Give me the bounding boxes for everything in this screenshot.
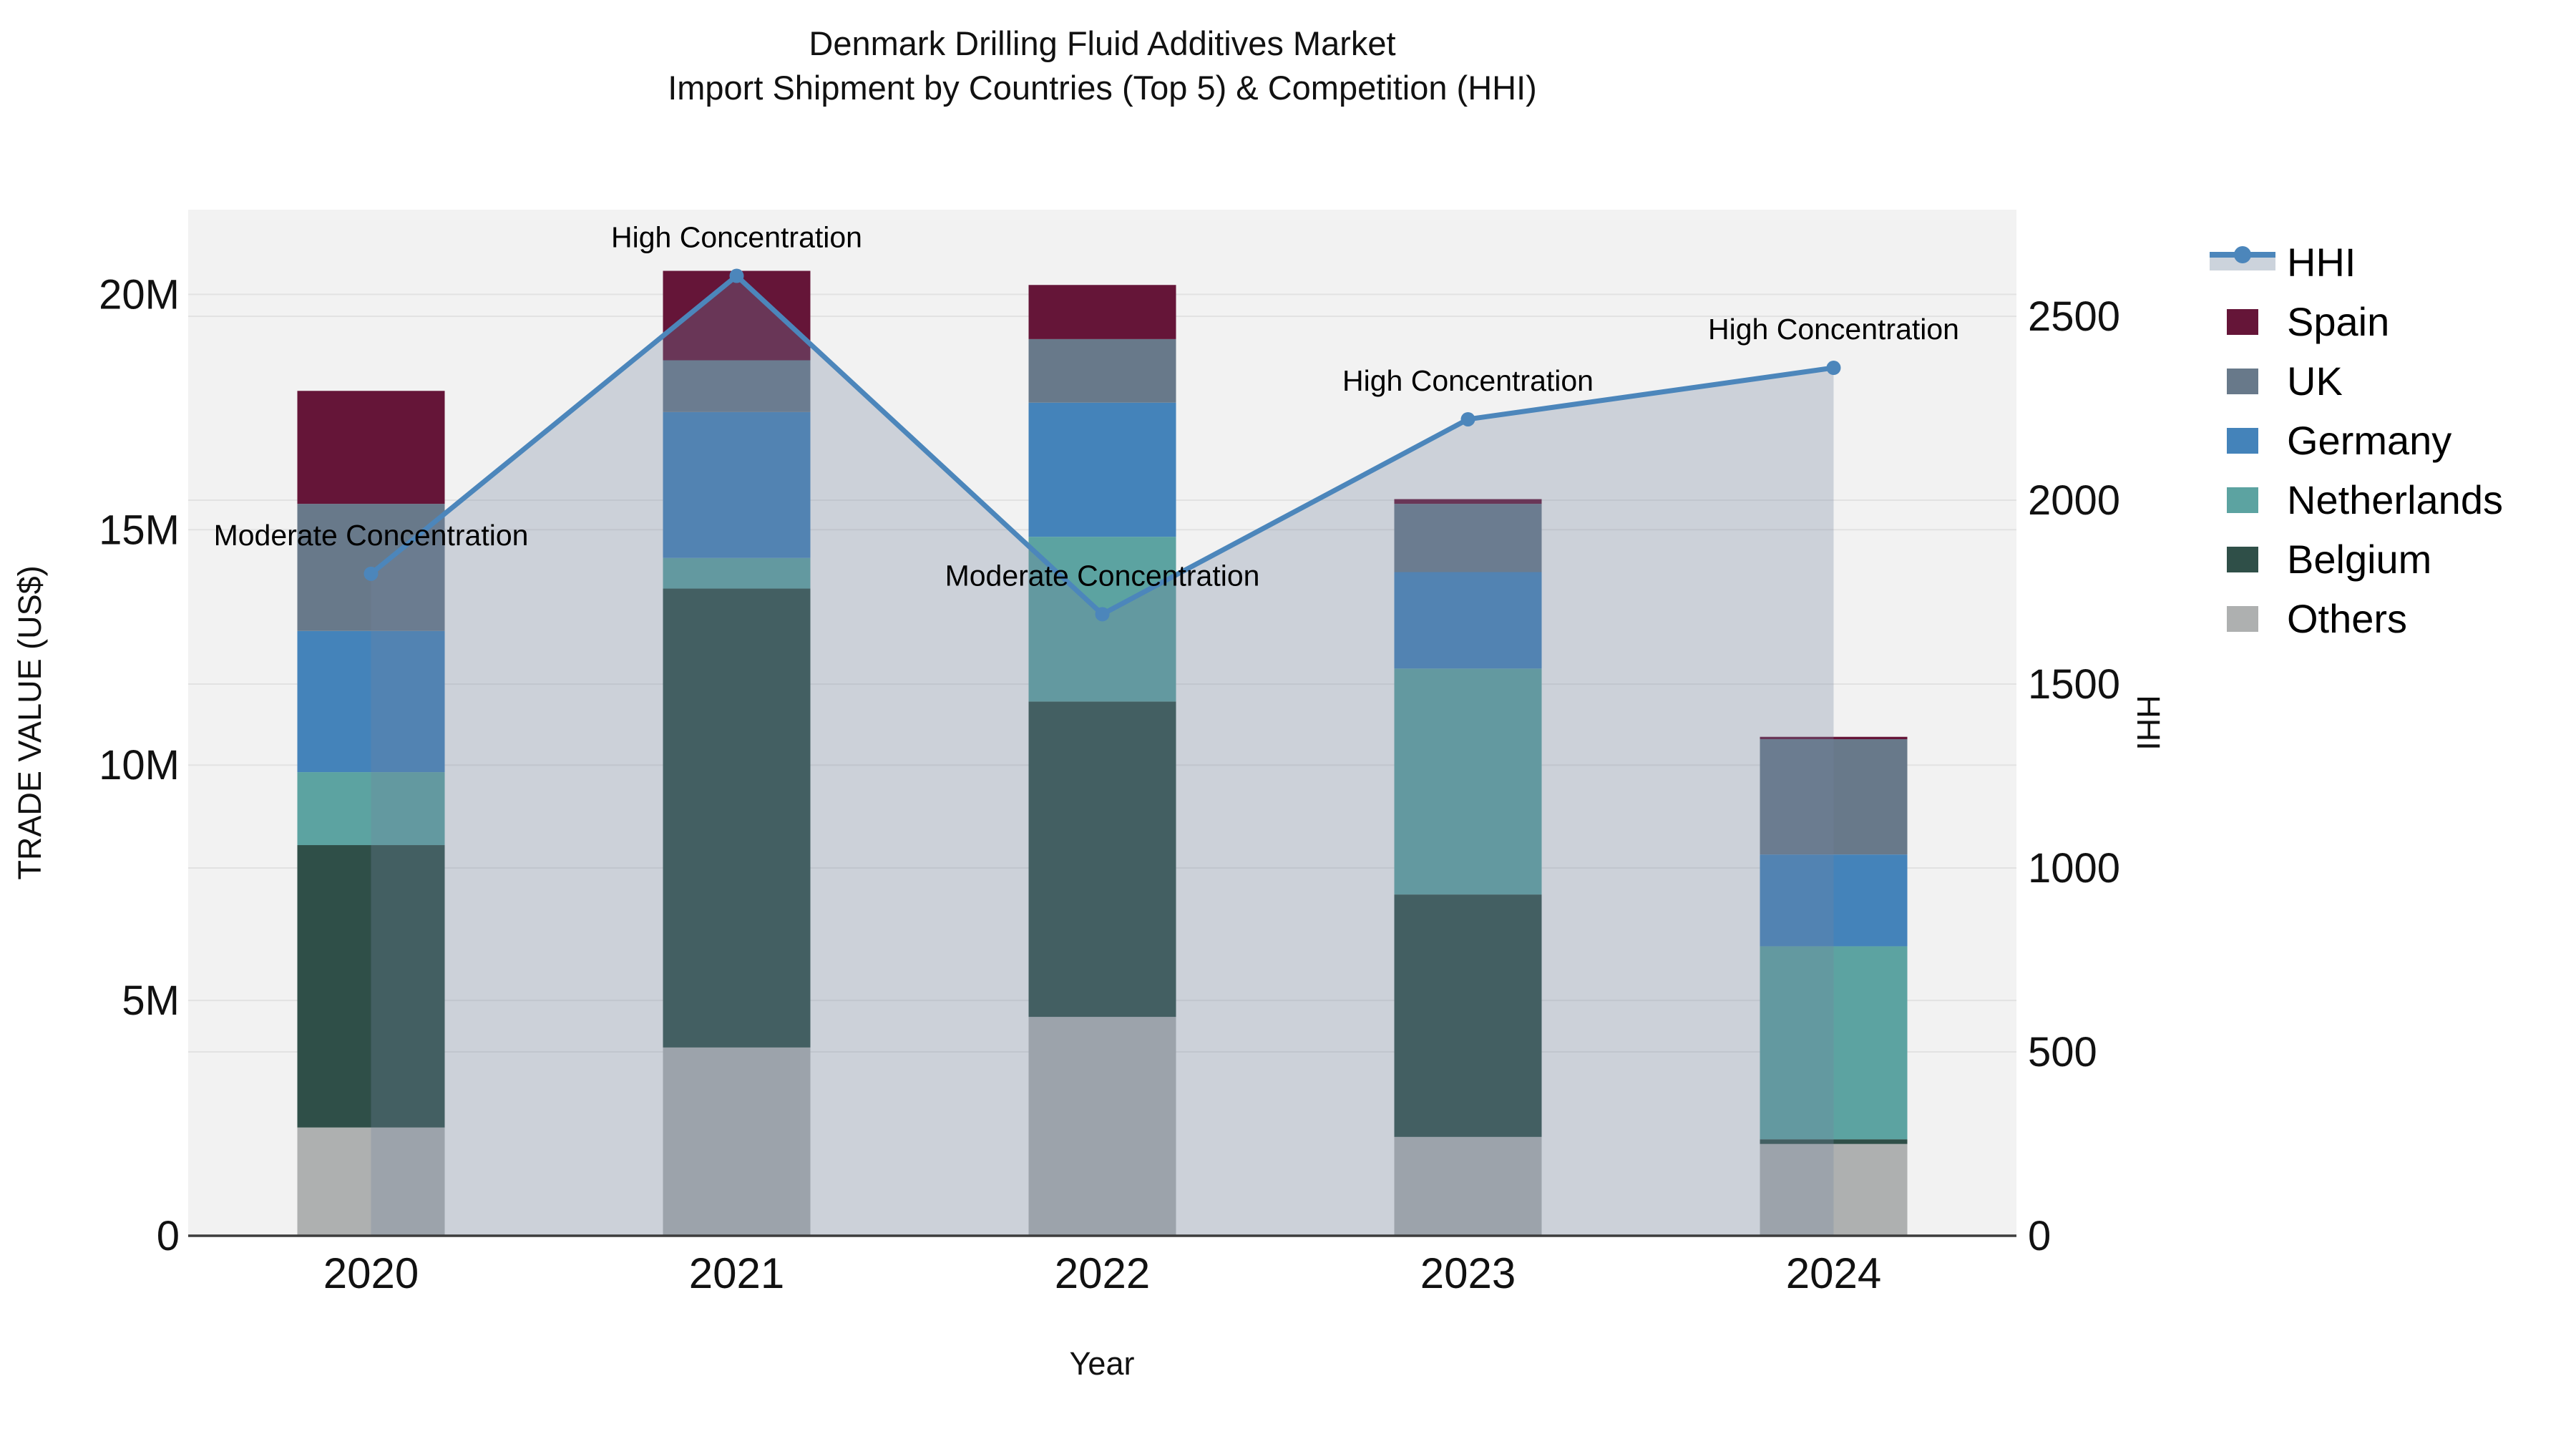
hhi-marker-2021 <box>729 268 744 283</box>
bar-2023-spain <box>1394 499 1542 504</box>
legend-label: HHI <box>2287 240 2356 285</box>
bar-2023-belgium <box>1394 894 1542 1137</box>
uk-color-swatch-icon <box>2210 368 2275 394</box>
legend-item-hhi: HHI <box>2210 233 2503 292</box>
y-right-tick-2000: 2000 <box>2028 477 2120 524</box>
bar-2023-germany <box>1394 572 1542 669</box>
hhi-area <box>371 275 1834 1236</box>
hhi-line-swatch-icon <box>2210 245 2275 270</box>
legend-item-uk: UK <box>2210 351 2503 411</box>
bar-2022-belgium <box>1028 701 1176 1018</box>
hhi-marker-2023 <box>1460 411 1475 426</box>
x-tick-2024: 2024 <box>1786 1249 1881 1297</box>
bar-2024-others <box>1760 1143 1908 1236</box>
bar-2021-uk <box>663 360 811 412</box>
chart-title-line2: Import Shipment by Countries (Top 5) & C… <box>668 69 1537 107</box>
chart-title: Denmark Drilling Fluid Additives Market … <box>188 21 2016 110</box>
bar-2020-netherlands <box>297 772 445 846</box>
annotation-2020: Moderate Concentration <box>214 519 529 552</box>
y-left-tick-0: 0 <box>157 1213 180 1259</box>
bar-2024-netherlands <box>1760 946 1908 1140</box>
legend-item-spain: Spain <box>2210 292 2503 351</box>
legend-label: UK <box>2287 358 2343 404</box>
legend-item-netherlands: Netherlands <box>2210 470 2503 530</box>
bar-2023-netherlands <box>1394 668 1542 895</box>
y-axis-title-right: HHI <box>2130 695 2167 751</box>
germany-color-swatch-icon <box>2210 427 2275 454</box>
x-tick-2023: 2023 <box>1420 1249 1516 1297</box>
belgium-color-swatch-icon <box>2210 546 2275 572</box>
y-right-tick-1500: 1500 <box>2028 661 2120 708</box>
bar-2024-germany <box>1760 854 1908 947</box>
annotation-2021: High Concentration <box>611 221 862 254</box>
x-tick-2021: 2021 <box>689 1249 784 1297</box>
legend-item-belgium: Belgium <box>2210 530 2503 589</box>
spain-color-swatch-icon <box>2210 308 2275 335</box>
annotation-2024: High Concentration <box>1708 313 1959 346</box>
annotation-2023: High Concentration <box>1342 364 1594 397</box>
y-right-tick-0: 0 <box>2028 1213 2051 1259</box>
legend: HHI Spain UK Germany Netherlands Belgium Other… <box>2210 233 2503 648</box>
bar-2022-germany <box>1028 402 1176 537</box>
y-left-tick-20M: 20M <box>99 271 180 318</box>
bar-2022-uk <box>1028 338 1176 403</box>
y-axis-title-left: TRADE VALUE (US$) <box>11 565 48 880</box>
bar-2020-belgium <box>297 845 445 1128</box>
y-right-tick-500: 500 <box>2028 1029 2097 1075</box>
bar-2022-others <box>1028 1017 1176 1236</box>
y-left-tick-15M: 15M <box>99 507 180 553</box>
legend-label: Spain <box>2287 299 2390 344</box>
y-right-tick-1000: 1000 <box>2028 845 2120 892</box>
legend-label: Belgium <box>2287 537 2432 582</box>
legend-label: Germany <box>2287 418 2452 463</box>
legend-label: Netherlands <box>2287 477 2503 522</box>
hhi-marker-2020 <box>364 566 379 581</box>
legend-label: Others <box>2287 596 2408 641</box>
bar-2024-belgium <box>1760 1139 1908 1144</box>
y-left-tick-10M: 10M <box>99 742 180 789</box>
bar-2023-uk <box>1394 504 1542 572</box>
x-axis-title: Year <box>1069 1345 1135 1382</box>
y-left-tick-5M: 5M <box>122 977 180 1024</box>
annotation-2022: Moderate Concentration <box>945 559 1260 592</box>
bar-2020-germany <box>297 630 445 773</box>
x-tick-2022: 2022 <box>1055 1249 1150 1297</box>
bar-2021-netherlands <box>663 557 811 589</box>
x-tick-2020: 2020 <box>323 1249 419 1297</box>
bar-2022-spain <box>1028 285 1176 339</box>
y-right-tick-2500: 2500 <box>2028 293 2120 340</box>
bar-2021-belgium <box>663 588 811 1048</box>
bar-2024-uk <box>1760 739 1908 855</box>
hhi-marker-2022 <box>1095 607 1110 622</box>
chart-title-line1: Denmark Drilling Fluid Additives Market <box>809 24 1396 62</box>
legend-item-others: Others <box>2210 589 2503 648</box>
bar-2023-others <box>1394 1136 1542 1236</box>
netherlands-color-swatch-icon <box>2210 487 2275 513</box>
bar-2020-spain <box>297 391 445 504</box>
legend-item-germany: Germany <box>2210 411 2503 470</box>
bar-2021-germany <box>663 411 811 558</box>
others-color-swatch-icon <box>2210 605 2275 632</box>
bar-2024-spain <box>1760 736 1908 740</box>
hhi-marker-2024 <box>1826 361 1841 376</box>
bar-2021-others <box>663 1047 811 1236</box>
bar-2020-others <box>297 1127 445 1236</box>
